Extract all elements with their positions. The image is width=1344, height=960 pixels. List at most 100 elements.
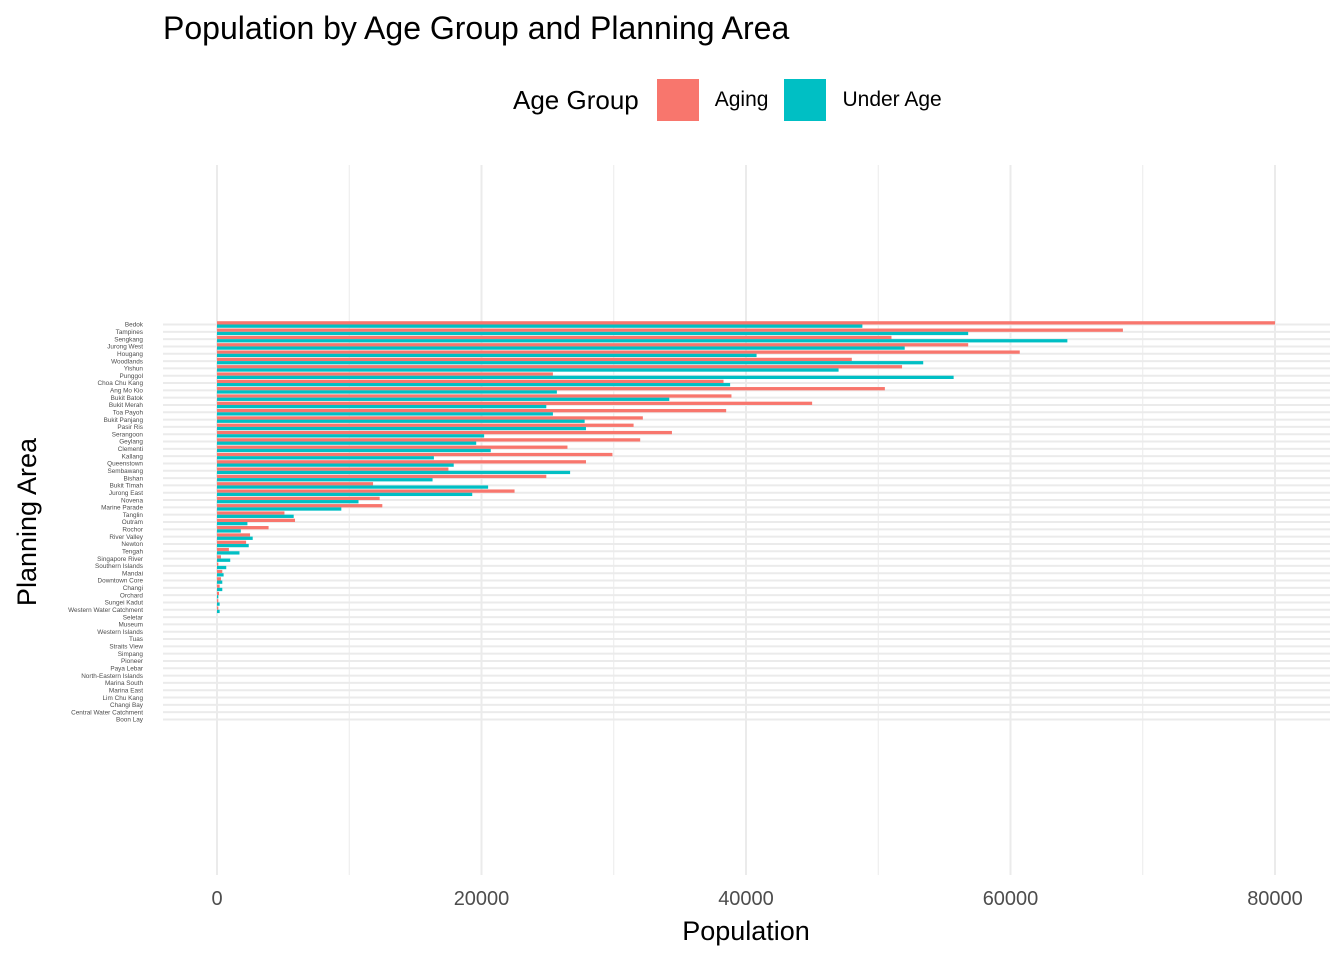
bar-aging xyxy=(217,357,852,362)
bar-aging xyxy=(217,606,219,610)
bar-under-age xyxy=(217,404,547,409)
bar-aging xyxy=(217,394,732,398)
bar-under-age xyxy=(217,375,954,379)
bar-aging xyxy=(217,328,1123,332)
bar-under-age xyxy=(217,353,757,358)
bar-aging xyxy=(217,416,643,420)
legend: Age Group Aging Under Age xyxy=(513,78,958,122)
bar-under-age xyxy=(217,324,863,328)
bar-under-age xyxy=(217,361,924,365)
legend-item-aging: Aging xyxy=(656,79,769,121)
legend-title: Age Group xyxy=(513,84,639,115)
y-tick-label: Geylang xyxy=(119,439,143,446)
bar-under-age xyxy=(217,558,231,562)
bar-under-age xyxy=(217,397,670,401)
y-tick-label: Simpang xyxy=(118,651,144,658)
y-tick-label: Bukit Panjang xyxy=(104,417,144,424)
y-tick-label: Yishun xyxy=(124,366,144,373)
bar-aging xyxy=(217,401,813,405)
bar-aging xyxy=(217,511,285,515)
y-tick-label: Paya Lebar xyxy=(110,665,144,672)
bar-under-age xyxy=(217,500,359,504)
legend-item-under-age: Under Age xyxy=(784,79,942,121)
bar-aging xyxy=(217,379,724,384)
bar-aging xyxy=(217,547,229,552)
y-tick-label: Bishan xyxy=(123,475,143,482)
y-tick-label: Clementi xyxy=(118,446,143,453)
bar-aging xyxy=(217,430,672,435)
legend-label-aging: Aging xyxy=(714,88,769,111)
y-tick-label: Ang Mo Kio xyxy=(110,388,143,395)
bar-under-age xyxy=(217,346,905,350)
y-tick-label: Outram xyxy=(122,519,143,526)
x-tick-label: 80000 xyxy=(1247,888,1303,910)
bar-aging xyxy=(217,372,553,376)
y-axis-title: Planning Area xyxy=(12,437,42,606)
bar-under-age xyxy=(217,522,248,526)
y-tick-label: Choa Chu Kang xyxy=(98,380,144,387)
bar-under-age xyxy=(217,448,491,453)
bar-under-age xyxy=(217,426,586,431)
y-tick-label: Southern Islands xyxy=(95,563,143,570)
bar-aging xyxy=(217,460,586,464)
bar-under-age xyxy=(217,587,223,592)
bar-under-age xyxy=(217,383,731,387)
bar-aging xyxy=(217,591,219,596)
y-tick-label: Tuas xyxy=(129,636,143,643)
bar-under-age xyxy=(217,368,839,372)
y-tick-label: Central Water Catchment xyxy=(71,709,143,716)
bar-aging xyxy=(217,335,892,340)
bar-under-age xyxy=(217,609,220,614)
y-tick-label: Sembawang xyxy=(107,468,143,475)
grid-layer xyxy=(163,165,1330,875)
y-tick-label: Toa Payoh xyxy=(113,409,144,416)
y-tick-label: Seletar xyxy=(123,614,144,621)
y-tick-label: Mandai xyxy=(122,570,143,577)
y-tick-label: Marine Parade xyxy=(101,505,143,512)
bar-under-age xyxy=(217,580,223,584)
bar-aging xyxy=(217,599,219,603)
y-tick-label: Woodlands xyxy=(111,358,143,365)
bar-aging xyxy=(217,569,223,574)
y-tick-label: Museum xyxy=(118,622,143,629)
x-axis-title: Population xyxy=(682,916,810,946)
y-tick-label: Kallang xyxy=(122,453,144,460)
bars-layer xyxy=(217,321,1275,614)
bar-aging xyxy=(217,489,515,493)
bar-under-age xyxy=(217,390,557,394)
bar-aging xyxy=(217,408,727,413)
y-tick-label: Western Islands xyxy=(97,629,143,636)
y-tick-label: Singapore River xyxy=(97,556,144,563)
legend-swatch-aging xyxy=(656,79,699,121)
x-tick-label: 40000 xyxy=(718,888,774,910)
bar-under-age xyxy=(217,470,571,475)
y-tick-label: North-Eastern Islands xyxy=(81,673,143,680)
bar-aging xyxy=(217,526,269,530)
y-tick-label: Marina East xyxy=(109,687,143,694)
y-tick-label: Newton xyxy=(121,541,143,548)
bar-aging xyxy=(217,482,374,486)
y-tick-label: Pasir Ris xyxy=(117,424,143,431)
y-tick-label: Changi Bay xyxy=(110,702,144,709)
bar-under-age xyxy=(217,529,241,533)
bar-aging xyxy=(217,445,568,449)
bar-under-age xyxy=(217,602,220,606)
bar-under-age xyxy=(217,478,433,482)
y-tick-label: Downtown Core xyxy=(98,578,144,585)
y-tick-label: Jurong West xyxy=(107,344,143,351)
bar-under-age xyxy=(217,463,454,467)
bar-under-age xyxy=(217,485,489,489)
bar-under-age xyxy=(217,595,219,599)
x-tick-label: 20000 xyxy=(454,888,510,910)
bar-under-age xyxy=(217,514,294,518)
bar-aging xyxy=(217,467,449,471)
legend-swatch-under-age xyxy=(784,79,827,121)
bar-under-age xyxy=(217,492,473,497)
bar-aging xyxy=(217,343,969,347)
bar-aging xyxy=(217,540,247,544)
bar-under-age xyxy=(217,441,477,445)
bar-under-age xyxy=(217,331,969,336)
bar-under-age xyxy=(217,419,585,423)
